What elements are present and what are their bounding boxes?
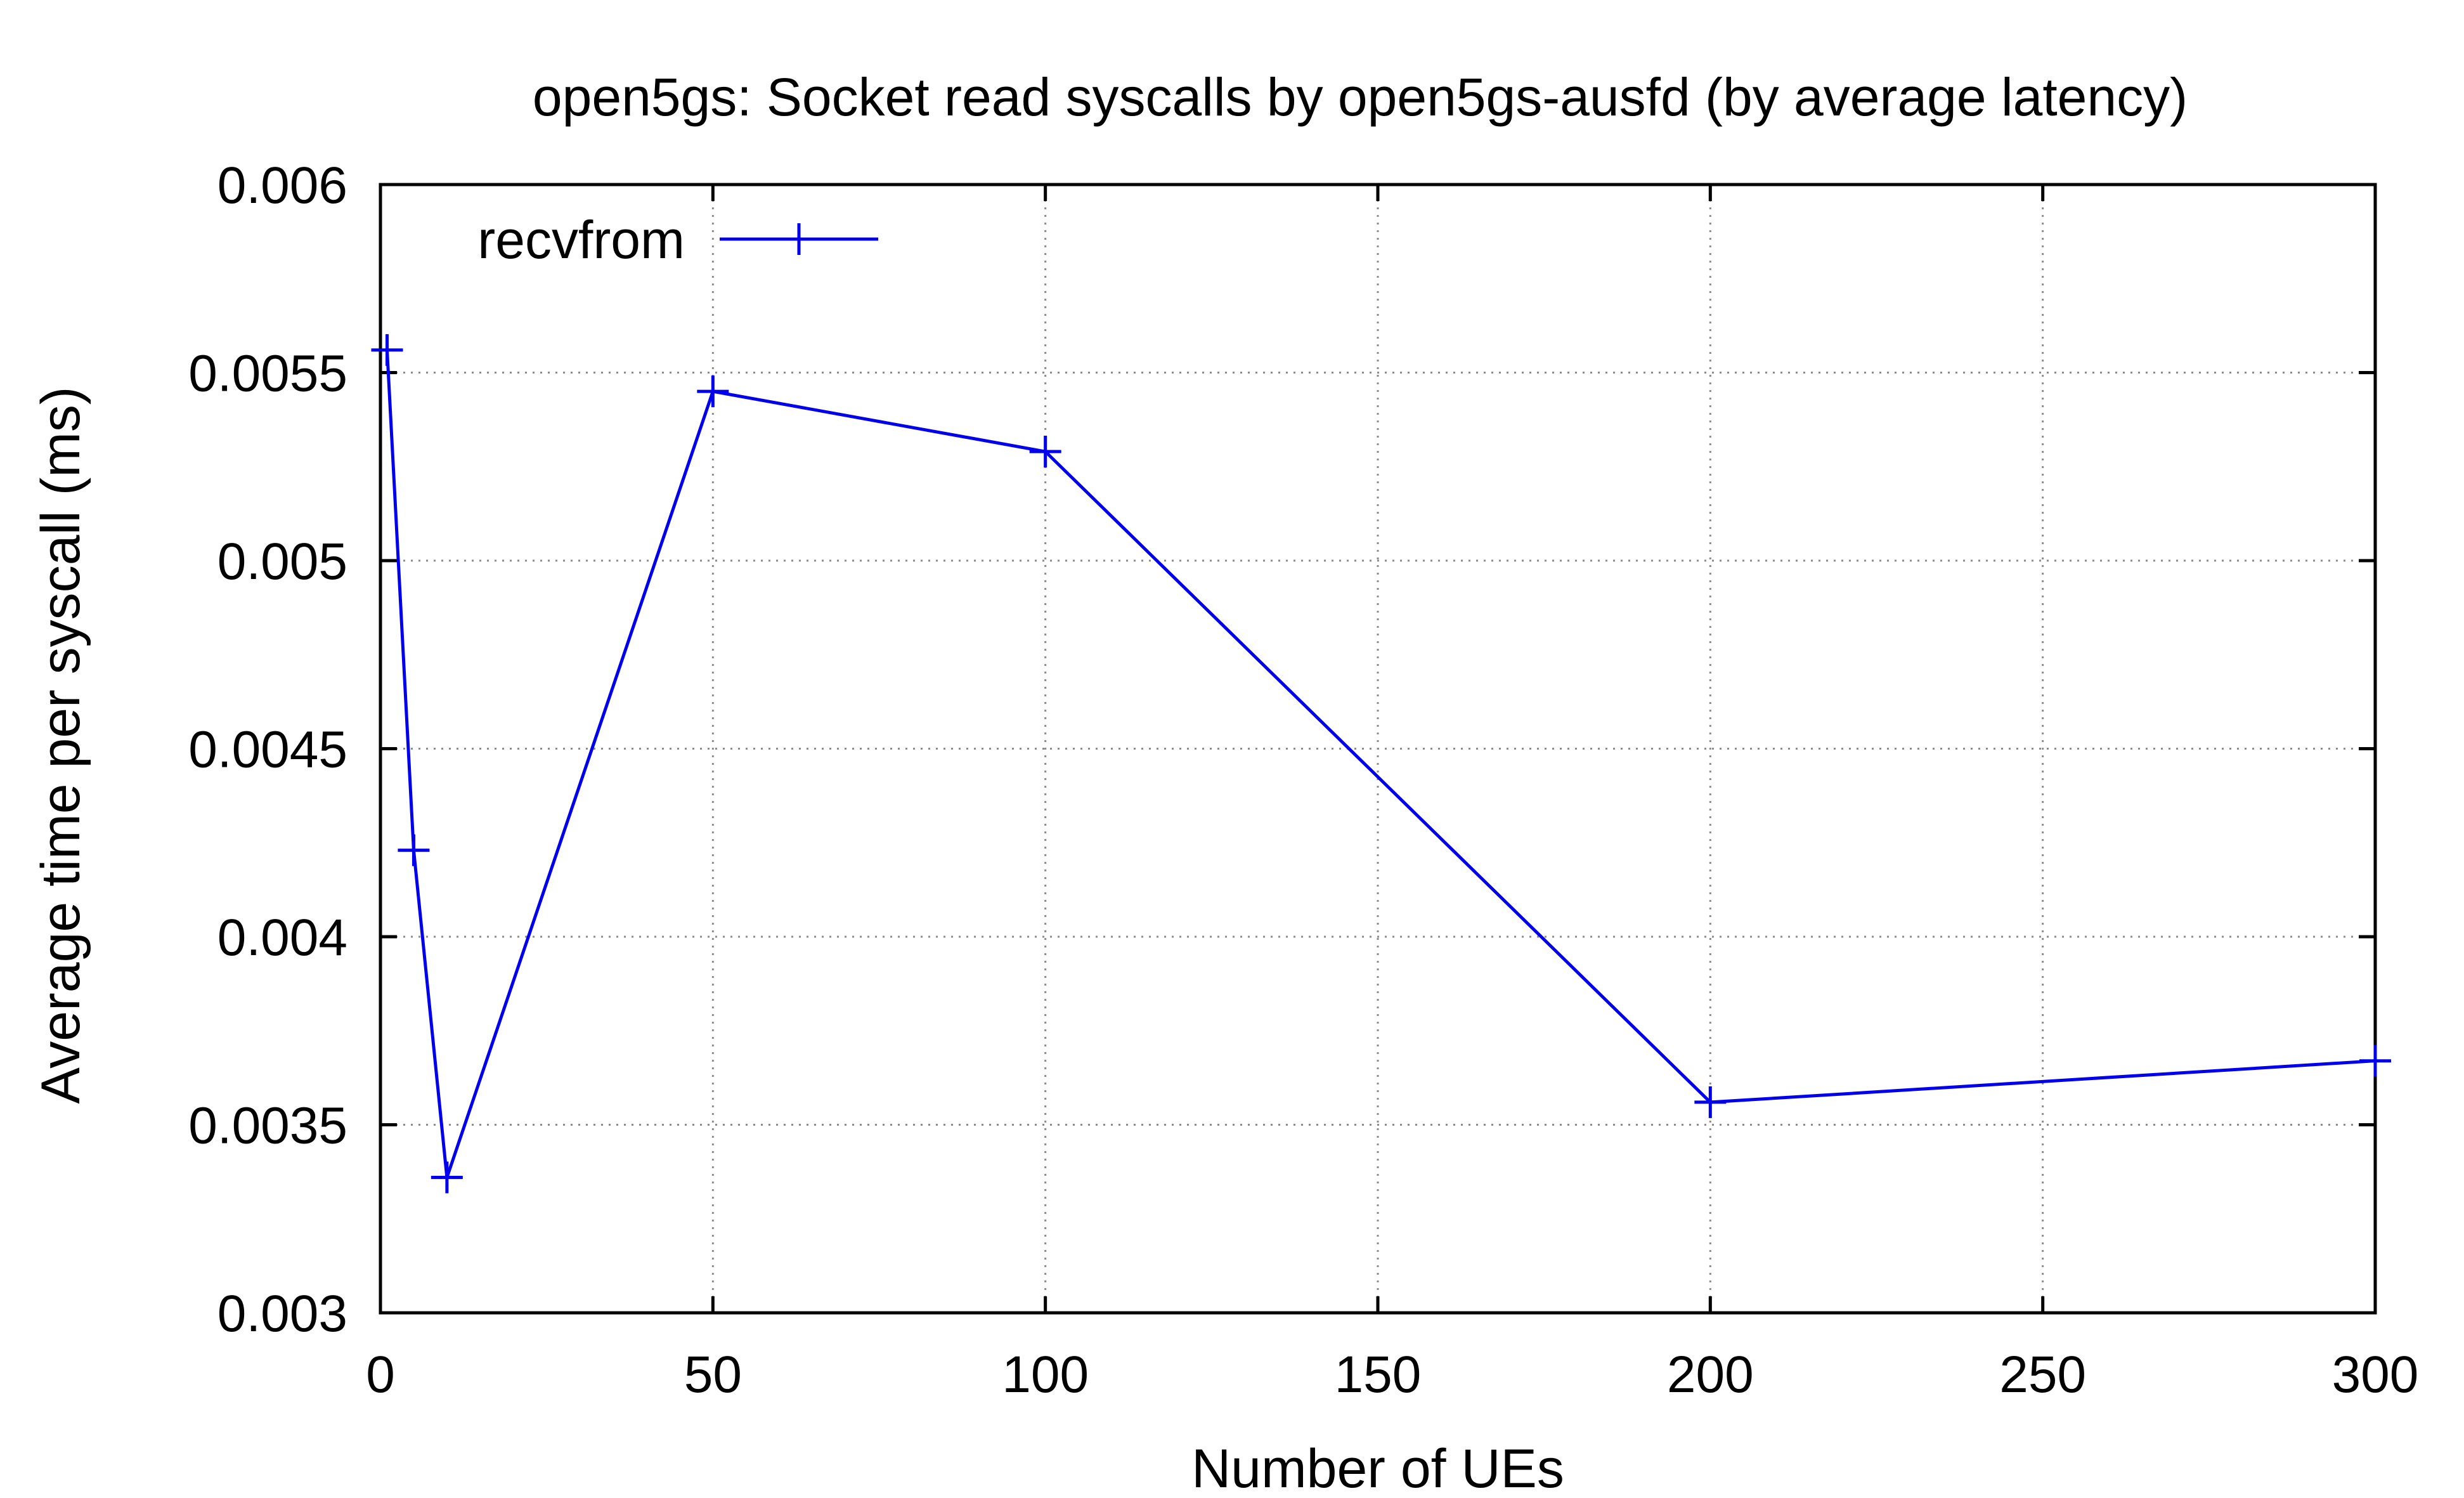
- x-tick-labels: 0 50 100 150 200 250 300: [366, 1346, 2418, 1404]
- y-tick-label: 0.0055: [188, 345, 347, 403]
- data-point-marker: [398, 834, 430, 866]
- chart-title: open5gs: Socket read syscalls by open5gs…: [533, 67, 2188, 127]
- data-point-marker: [2359, 1045, 2391, 1077]
- x-tick-label: 100: [1002, 1346, 1089, 1404]
- x-tick-label: 50: [684, 1346, 742, 1404]
- legend-swatch-marker: [783, 223, 815, 255]
- x-axis-label: Number of UEs: [1191, 1438, 1564, 1498]
- data-point-marker: [371, 334, 403, 366]
- y-tick-label: 0.0035: [188, 1097, 347, 1155]
- plot-area-frame: [379, 183, 2377, 1315]
- data-point-marker: [1029, 436, 1061, 468]
- x-tick-label: 200: [1667, 1346, 1754, 1404]
- x-tick-label: 300: [2332, 1346, 2419, 1404]
- data-point-marker: [431, 1161, 463, 1194]
- y-tick-label: 0.0045: [188, 721, 347, 779]
- data-point-marker: [1694, 1086, 1727, 1118]
- series-group: [371, 334, 2391, 1194]
- y-tick-label: 0.003: [217, 1285, 347, 1343]
- x-tick-label: 150: [1335, 1346, 1422, 1404]
- legend: recvfrom: [477, 210, 878, 270]
- y-tick-label: 0.004: [217, 909, 347, 967]
- y-tick-label: 0.006: [217, 157, 347, 214]
- y-tick-label: 0.005: [217, 533, 347, 590]
- data-point-marker: [697, 375, 729, 408]
- grid-lines: [380, 185, 2375, 1313]
- x-tick-label: 250: [1999, 1346, 2086, 1404]
- legend-label-recvfrom: recvfrom: [477, 210, 685, 270]
- y-axis-label: Average time per syscall (ms): [30, 386, 91, 1104]
- y-tick-labels: 0.003 0.0035 0.004 0.0045 0.005 0.0055 0.006: [188, 157, 347, 1343]
- x-tick-label: 0: [366, 1346, 395, 1404]
- series-line-recvfrom: [385, 349, 2376, 1178]
